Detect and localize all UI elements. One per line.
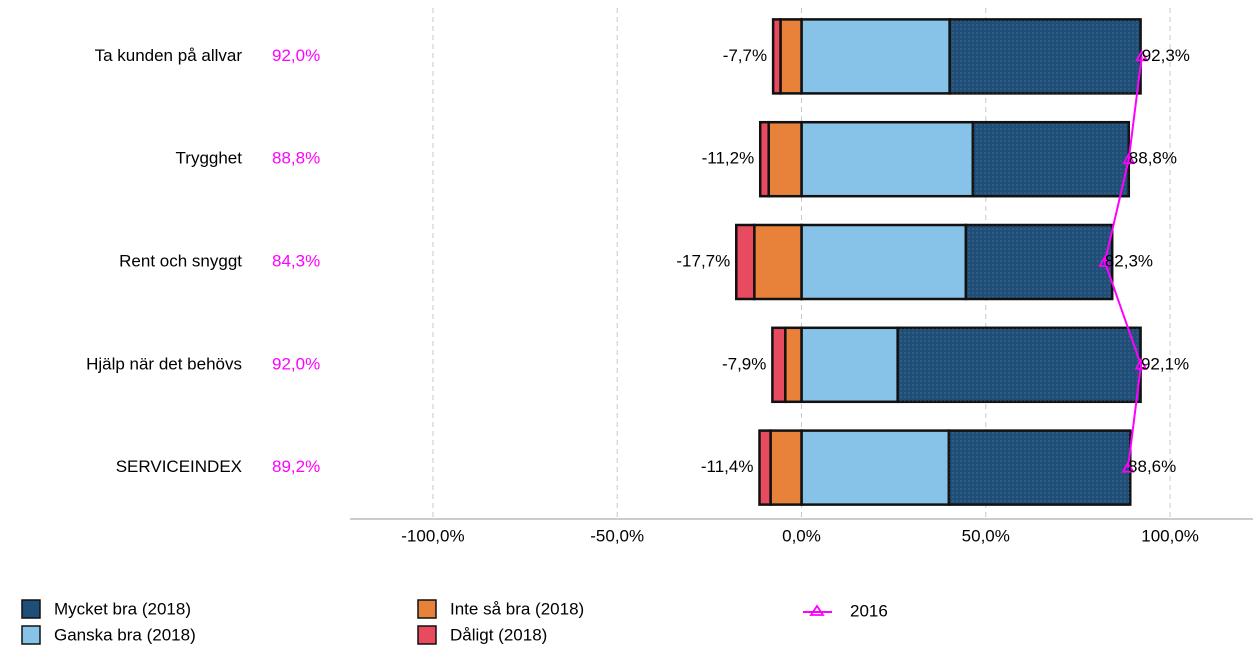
data-label: 92,3% — [1142, 46, 1190, 65]
total-label: 92,0% — [272, 46, 320, 65]
line-marker — [1135, 49, 1149, 62]
total-label: 88,8% — [272, 149, 320, 168]
x-tick-label: 100,0% — [1141, 526, 1199, 545]
negative-total-label: -7,7% — [723, 46, 767, 65]
bar-segment — [769, 429, 803, 506]
data-label: 88,8% — [1129, 149, 1177, 168]
bar-segment — [758, 429, 772, 506]
x-tick-label: -100,0% — [401, 526, 464, 545]
bar-segment — [771, 18, 782, 95]
legend-swatch — [21, 625, 41, 645]
category-label: Rent och snyggt — [119, 251, 242, 270]
legend-label: Mycket bra (2018) — [54, 599, 191, 618]
bar-segment — [767, 120, 803, 198]
bar-segment — [800, 429, 951, 506]
bar-segment — [753, 223, 803, 301]
bar-segment — [771, 326, 787, 404]
category-label: SERVICEINDEX — [116, 457, 242, 476]
negative-total-label: -11,2% — [702, 149, 755, 168]
bar-segment — [800, 326, 899, 404]
bar-segment — [784, 326, 803, 404]
data-label: 92,1% — [1141, 354, 1189, 373]
total-label: 89,2% — [272, 457, 320, 476]
bar-texture — [897, 327, 1141, 402]
negative-total-label: -7,9% — [722, 354, 766, 373]
legend-label: 2016 — [850, 601, 888, 620]
line-marker — [1134, 357, 1148, 370]
data-label: 88,6% — [1128, 457, 1176, 476]
x-tick-label: -50,0% — [590, 526, 644, 545]
legend-marker — [809, 604, 825, 616]
bar-segment — [800, 223, 968, 301]
legend-label: Dåligt (2018) — [450, 625, 547, 644]
bar-texture — [965, 225, 1113, 299]
line-marker — [1121, 460, 1135, 473]
legend-label: Ganska bra (2018) — [54, 625, 196, 644]
legend-label: Inte så bra (2018) — [450, 599, 584, 618]
legend-swatch — [417, 625, 437, 645]
negative-total-label: -17,7% — [676, 251, 730, 270]
line-marker — [1122, 152, 1136, 165]
category-label: Trygghet — [176, 149, 243, 168]
line-marker — [1098, 255, 1112, 267]
total-label: 84,3% — [272, 251, 320, 270]
x-tick-label: 50,0% — [962, 526, 1010, 545]
total-label: 92,0% — [272, 354, 320, 373]
x-tick-label: 0,0% — [782, 526, 821, 545]
bar-segment — [800, 120, 975, 198]
category-label: Ta kunden på allvar — [95, 46, 243, 65]
data-label: 82,3% — [1105, 251, 1153, 270]
bar-texture — [949, 19, 1141, 94]
category-label: Hjälp när det behövs — [86, 354, 242, 373]
negative-total-label: -11,4% — [701, 457, 754, 476]
bar-segment — [735, 223, 756, 301]
bar-texture — [948, 430, 1131, 505]
bar-texture — [972, 122, 1129, 197]
bar-segment — [779, 18, 803, 95]
legend-swatch — [21, 599, 41, 619]
line-2016 — [1103, 56, 1143, 468]
bar-segment — [758, 120, 770, 198]
legend-swatch — [417, 599, 437, 619]
bar-segment — [800, 18, 951, 95]
